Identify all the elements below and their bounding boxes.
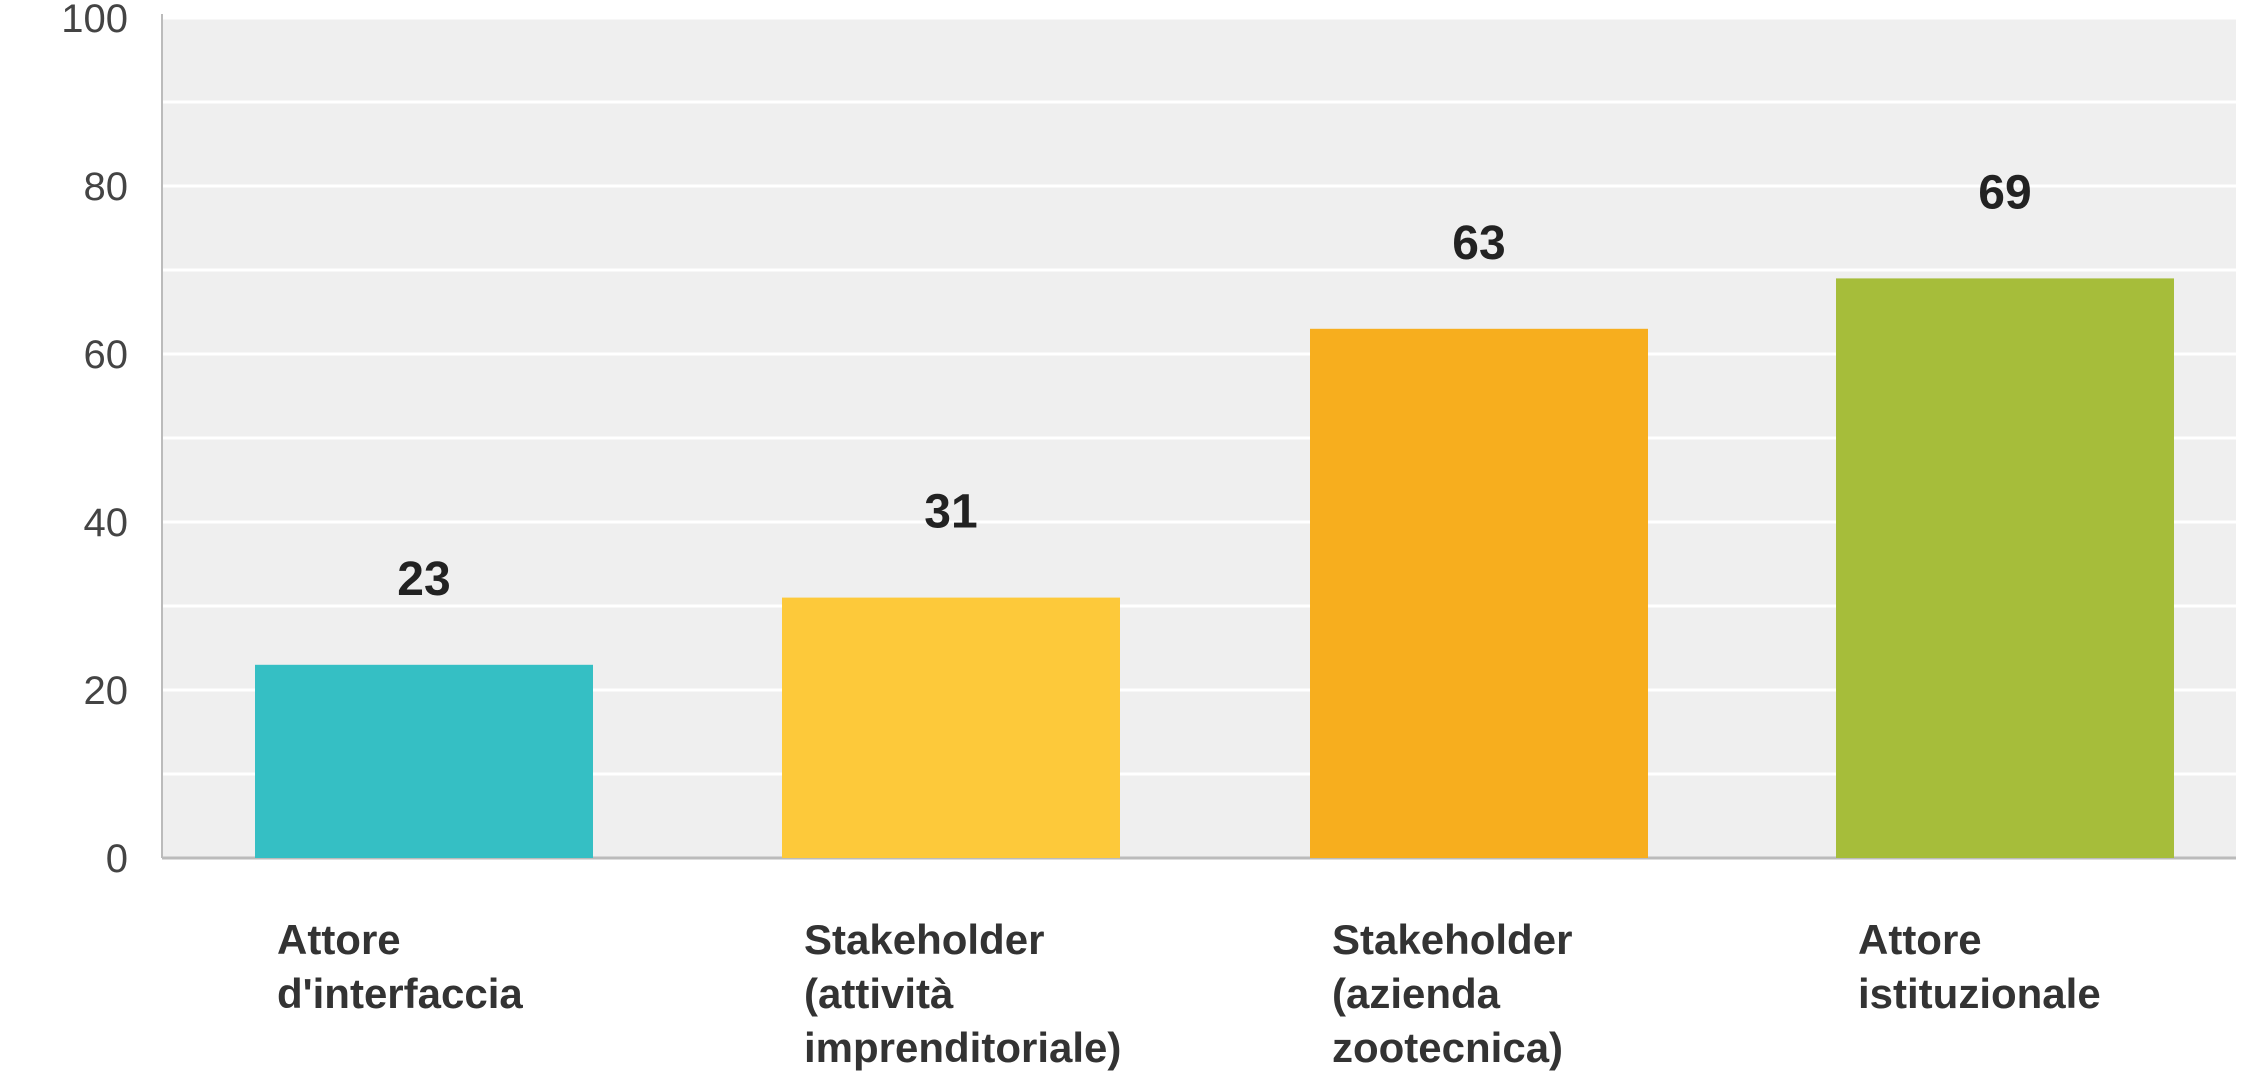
value-label: 23 [397, 553, 450, 606]
bar [255, 664, 593, 858]
y-tick-label: 100 [61, 0, 128, 41]
category-labels: Attore d'interfaccia Stakeholder (attività i… [277, 916, 2101, 1071]
category-label-line: imprenditoriale) [804, 1024, 1121, 1071]
bar [1836, 278, 2174, 858]
category-label: Stakeholder (azienda zootecnica) [1332, 916, 1572, 1071]
bar [1310, 328, 1648, 858]
category-label-line: istituzionale [1858, 970, 2101, 1017]
category-label-line: (azienda [1332, 970, 1501, 1017]
category-label-line: Stakeholder [1332, 916, 1572, 963]
y-tick-labels: 0 20 40 60 80 100 [61, 0, 128, 881]
value-label: 69 [1978, 166, 2031, 219]
category-label-line: d'interfaccia [277, 970, 523, 1017]
category-label-line: Attore [1858, 916, 1982, 963]
y-tick-label: 20 [84, 669, 129, 713]
bars [255, 278, 2174, 858]
category-label-line: Attore [277, 916, 401, 963]
category-label: Attore istituzionale [1858, 916, 2101, 1017]
category-label-line: Stakeholder [804, 916, 1044, 963]
value-label: 31 [924, 486, 977, 539]
y-tick-label: 80 [84, 165, 129, 209]
y-tick-label: 60 [84, 333, 129, 377]
category-label-line: (attività [804, 970, 954, 1017]
bar [782, 597, 1120, 858]
value-label: 63 [1452, 217, 1505, 270]
category-label: Attore d'interfaccia [277, 916, 523, 1017]
value-labels: 23 31 63 69 [397, 166, 2031, 605]
y-tick-label: 40 [84, 501, 129, 545]
y-tick-label: 0 [106, 837, 128, 881]
category-label-line: zootecnica) [1332, 1024, 1563, 1071]
category-label: Stakeholder (attività imprenditoriale) [804, 916, 1121, 1071]
gridlines [162, 16, 2236, 776]
